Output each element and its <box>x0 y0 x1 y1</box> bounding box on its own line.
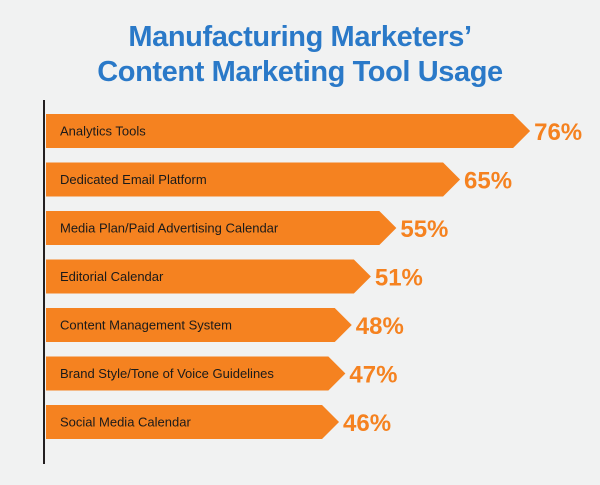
category-label: Social Media Calendar <box>60 415 191 430</box>
value-label: 76% <box>534 119 582 146</box>
category-label: Analytics Tools <box>60 124 146 139</box>
category-label: Brand Style/Tone of Voice Guidelines <box>60 366 274 381</box>
bar-2 <box>46 162 461 197</box>
bar-4 <box>46 259 371 294</box>
category-label: Editorial Calendar <box>60 269 164 284</box>
chart-title-line-1: Manufacturing Marketers’ <box>128 21 472 53</box>
value-label: 55% <box>400 216 448 243</box>
value-label: 47% <box>349 362 397 389</box>
bar-3 <box>46 211 397 245</box>
value-label: 65% <box>464 168 512 195</box>
value-label: 48% <box>356 313 404 340</box>
bar-6 <box>46 356 346 391</box>
category-label: Media Plan/Paid Advertising Calendar <box>60 221 279 236</box>
chart-title: Manufacturing Marketers’ Content Marketi… <box>0 20 600 90</box>
value-label: 51% <box>375 265 423 292</box>
category-label: Content Management System <box>60 318 232 333</box>
bar-7 <box>46 405 340 439</box>
category-label: Dedicated Email Platform <box>60 172 207 187</box>
chart-title-line-2: Content Marketing Tool Usage <box>97 56 503 88</box>
value-label: 46% <box>343 410 391 437</box>
bar-5 <box>46 308 352 342</box>
bar-1 <box>46 114 531 148</box>
